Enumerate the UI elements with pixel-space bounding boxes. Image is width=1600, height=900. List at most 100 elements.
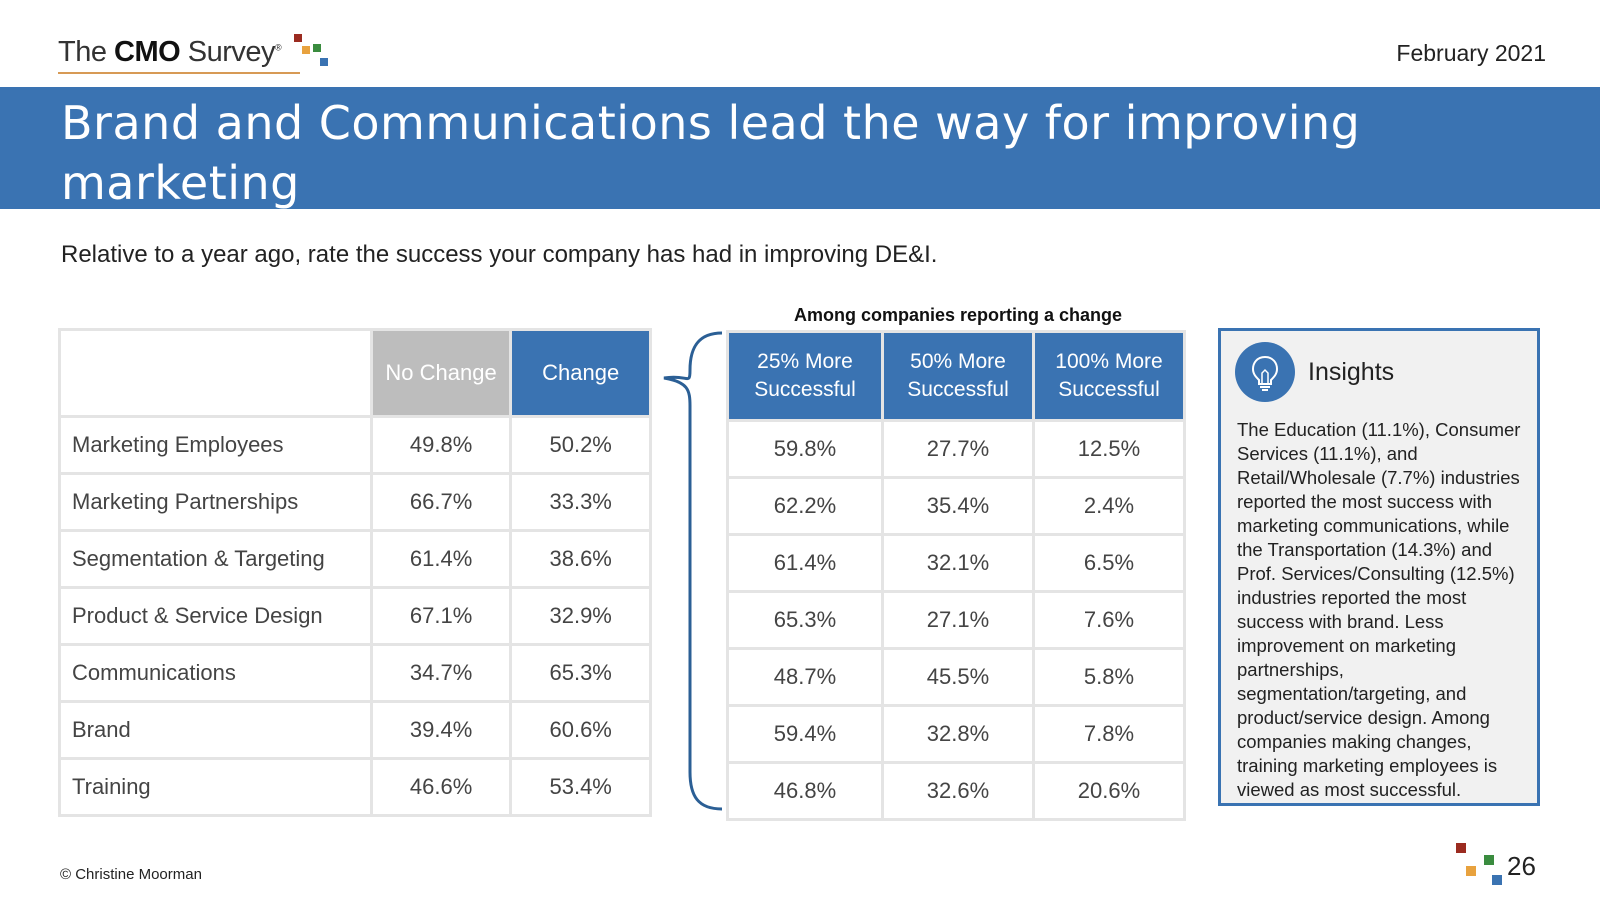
- header-line: 25% More: [757, 350, 853, 373]
- no-change-value: 34.7%: [369, 643, 513, 703]
- no-change-value: 46.6%: [369, 757, 513, 817]
- footer-square-green: [1484, 855, 1494, 865]
- title-line-2: Diversity Equity, and Inclusion (DE&I) w…: [61, 216, 1371, 270]
- report-date: February 2021: [1396, 40, 1546, 66]
- header-line: 50% More: [910, 350, 1006, 373]
- insights-title: Insights: [1308, 358, 1395, 386]
- header-25-more: 25% More Successful: [726, 330, 884, 422]
- table-header-row: 25% More Successful 50% More Successful 10…: [726, 330, 1186, 422]
- row-label: Training: [58, 757, 373, 817]
- lightbulb-icon: [1235, 342, 1295, 402]
- success-table: 25% More Successful 50% More Successful 10…: [726, 330, 1186, 821]
- header-line: Successful: [907, 378, 1009, 401]
- footer-square-blue: [1492, 875, 1502, 885]
- table-row: 62.2% 35.4% 2.4%: [726, 476, 1186, 536]
- footer-square-red: [1456, 843, 1466, 853]
- table-row: 65.3% 27.1% 7.6%: [726, 590, 1186, 650]
- table-row: Brand 39.4% 60.6%: [58, 700, 652, 760]
- header-100-more: 100% More Successful: [1032, 330, 1186, 422]
- change-value: 53.4%: [509, 757, 652, 817]
- value-50-more: 27.1%: [881, 590, 1035, 650]
- table-header-row: No Change Change: [58, 328, 652, 418]
- table-row: 48.7% 45.5% 5.8%: [726, 647, 1186, 707]
- header-50-more: 50% More Successful: [881, 330, 1035, 422]
- logo-square-orange: [302, 46, 310, 54]
- value-25-more: 61.4%: [726, 533, 884, 593]
- title-line-1: Brand and Communications lead the way fo…: [61, 96, 1361, 210]
- row-label: Marketing Partnerships: [58, 472, 373, 532]
- no-change-value: 39.4%: [369, 700, 513, 760]
- table-row: Segmentation & Targeting 61.4% 38.6%: [58, 529, 652, 589]
- change-value: 60.6%: [509, 700, 652, 760]
- no-change-value: 67.1%: [369, 586, 513, 646]
- table-row: 46.8% 32.6% 20.6%: [726, 761, 1186, 821]
- insights-panel: Insights The Education (11.1%), Consumer…: [1218, 328, 1540, 806]
- no-change-value: 61.4%: [369, 529, 513, 589]
- table-row: 59.4% 32.8% 7.8%: [726, 704, 1186, 764]
- logo-square-red: [294, 34, 302, 42]
- row-label: Segmentation & Targeting: [58, 529, 373, 589]
- change-caption: Among companies reporting a change: [793, 305, 1123, 325]
- survey-question: Relative to a year ago, rate the success…: [61, 241, 938, 268]
- change-value: 50.2%: [509, 415, 652, 475]
- table-row: Marketing Partnerships 66.7% 33.3%: [58, 472, 652, 532]
- table-row: 59.8% 27.7% 12.5%: [726, 419, 1186, 479]
- value-50-more: 35.4%: [881, 476, 1035, 536]
- row-label: Brand: [58, 700, 373, 760]
- change-value: 38.6%: [509, 529, 652, 589]
- page-title: Brand and Communications lead the way fo…: [61, 93, 1561, 273]
- header-line: Successful: [1058, 378, 1160, 401]
- table-row: Product & Service Design 67.1% 32.9%: [58, 586, 652, 646]
- logo-square-green: [313, 44, 321, 52]
- value-25-more: 46.8%: [726, 761, 884, 821]
- value-25-more: 65.3%: [726, 590, 884, 650]
- value-100-more: 7.8%: [1032, 704, 1186, 764]
- table-row: 61.4% 32.1% 6.5%: [726, 533, 1186, 593]
- logo-brand: CMO: [114, 36, 181, 68]
- change-table: No Change Change Marketing Employees 49.…: [58, 328, 652, 817]
- value-100-more: 5.8%: [1032, 647, 1186, 707]
- change-value: 32.9%: [509, 586, 652, 646]
- value-100-more: 6.5%: [1032, 533, 1186, 593]
- page-number: 26: [1507, 851, 1536, 881]
- row-label: Marketing Employees: [58, 415, 373, 475]
- logo-suffix: Survey: [187, 36, 276, 68]
- title-banner: Brand and Communications lead the way fo…: [0, 87, 1600, 270]
- header-empty-cell: [58, 328, 373, 418]
- value-25-more: 62.2%: [726, 476, 884, 536]
- curly-brace-icon: [663, 331, 723, 811]
- header-line: 100% More: [1055, 350, 1163, 373]
- logo-registered-mark: ®: [275, 42, 282, 53]
- value-100-more: 12.5%: [1032, 419, 1186, 479]
- value-50-more: 32.1%: [881, 533, 1035, 593]
- logo-prefix: The: [58, 36, 107, 68]
- insights-text: The Education (11.1%), Consumer Services…: [1237, 419, 1521, 800]
- value-50-more: 32.6%: [881, 761, 1035, 821]
- value-50-more: 45.5%: [881, 647, 1035, 707]
- value-25-more: 48.7%: [726, 647, 884, 707]
- value-25-more: 59.8%: [726, 419, 884, 479]
- no-change-value: 49.8%: [369, 415, 513, 475]
- header-change: Change: [509, 328, 652, 418]
- logo-square-blue: [320, 58, 328, 66]
- value-50-more: 27.7%: [881, 419, 1035, 479]
- change-value: 65.3%: [509, 643, 652, 703]
- logo-underline: [58, 72, 300, 74]
- header-line: Successful: [754, 378, 856, 401]
- table-row: Communications 34.7% 65.3%: [58, 643, 652, 703]
- row-label: Product & Service Design: [58, 586, 373, 646]
- value-50-more: 32.8%: [881, 704, 1035, 764]
- table-row: Training 46.6% 53.4%: [58, 757, 652, 817]
- no-change-value: 66.7%: [369, 472, 513, 532]
- row-label: Communications: [58, 643, 373, 703]
- value-25-more: 59.4%: [726, 704, 884, 764]
- change-value: 33.3%: [509, 472, 652, 532]
- logo-text: The CMO Survey®: [58, 36, 282, 69]
- table-row: Marketing Employees 49.8% 50.2%: [58, 415, 652, 475]
- value-100-more: 7.6%: [1032, 590, 1186, 650]
- value-100-more: 2.4%: [1032, 476, 1186, 536]
- copyright: © Christine Moorman: [60, 866, 202, 883]
- value-100-more: 20.6%: [1032, 761, 1186, 821]
- footer-square-orange: [1466, 866, 1476, 876]
- header-no-change: No Change: [369, 328, 513, 418]
